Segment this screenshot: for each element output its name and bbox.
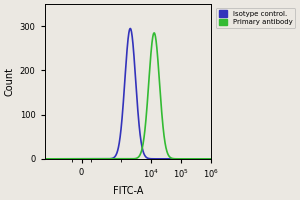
- Legend: Isotype control., Primary antibody: Isotype control., Primary antibody: [216, 8, 295, 28]
- Y-axis label: Count: Count: [4, 67, 14, 96]
- X-axis label: FITC-A: FITC-A: [112, 186, 143, 196]
